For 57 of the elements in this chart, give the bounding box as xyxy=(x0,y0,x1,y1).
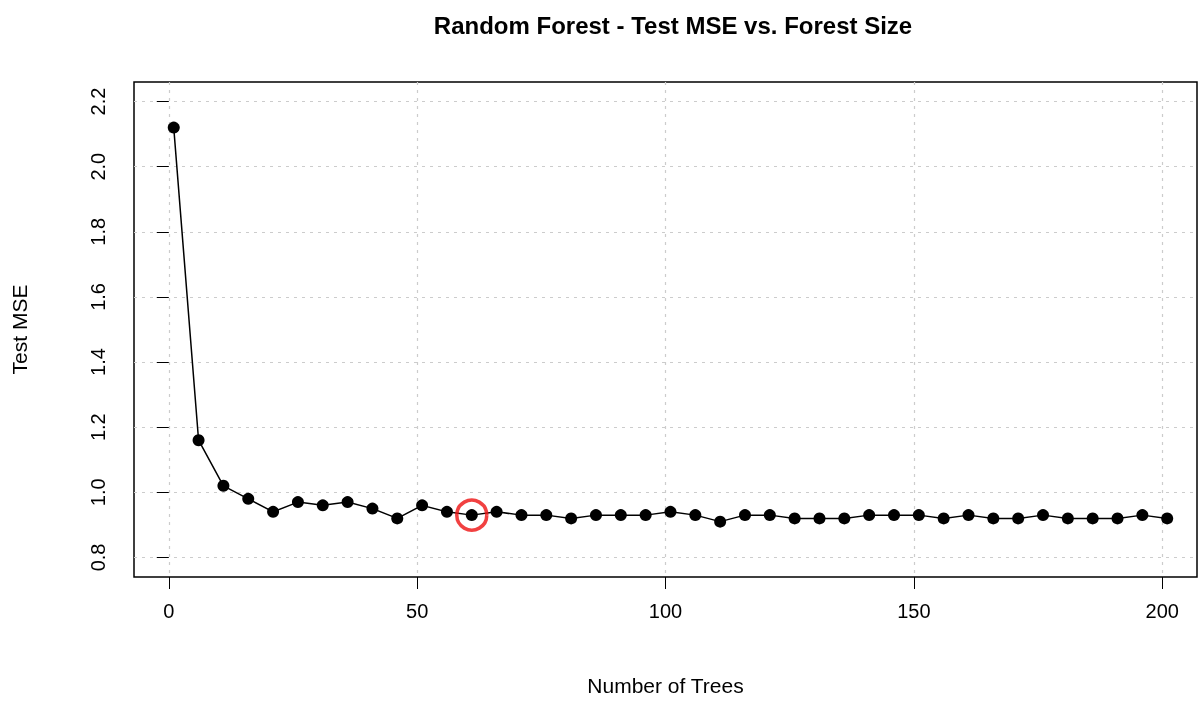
point xyxy=(1037,509,1050,522)
point xyxy=(192,434,205,447)
x-tick-label: 0 xyxy=(163,600,175,622)
y-tick-label: 1.6 xyxy=(87,283,109,311)
point xyxy=(813,512,826,525)
point xyxy=(1061,512,1074,525)
y-axis-title: Test MSE xyxy=(8,284,31,375)
point xyxy=(614,509,627,522)
point xyxy=(565,512,578,525)
x-tick-label: 200 xyxy=(1145,600,1179,622)
point xyxy=(863,509,876,522)
point xyxy=(440,505,453,518)
point xyxy=(689,509,702,522)
point xyxy=(664,505,677,518)
point xyxy=(416,499,429,512)
point xyxy=(937,512,950,525)
y-tick-label: 2.2 xyxy=(87,87,109,116)
point xyxy=(217,479,230,492)
point xyxy=(242,492,255,505)
point xyxy=(341,496,354,509)
point xyxy=(167,121,180,134)
point xyxy=(291,496,304,509)
x-tick-label: 50 xyxy=(406,600,429,622)
point xyxy=(490,505,503,518)
x-axis-title: Number of Trees xyxy=(587,674,744,697)
y-tick-label: 1.8 xyxy=(87,217,109,246)
point xyxy=(1161,512,1174,525)
point xyxy=(455,498,489,532)
y-tick-label: 2.0 xyxy=(87,152,109,181)
point xyxy=(515,509,528,522)
point xyxy=(888,509,900,522)
point xyxy=(391,512,404,525)
point xyxy=(912,509,925,522)
y-tick-label: 1.2 xyxy=(87,413,109,442)
point xyxy=(1012,512,1025,525)
point xyxy=(738,509,751,522)
point xyxy=(267,505,280,518)
point xyxy=(962,509,975,522)
y-tick-label: 1.0 xyxy=(87,478,109,507)
point xyxy=(1086,512,1099,525)
point xyxy=(788,512,801,525)
point xyxy=(316,499,329,512)
chart-title: Random Forest - Test MSE vs. Forest Size xyxy=(433,11,913,39)
point xyxy=(589,509,602,522)
point xyxy=(763,509,776,522)
y-tick-label: 0.8 xyxy=(87,543,109,572)
point xyxy=(1111,512,1124,525)
point xyxy=(639,509,652,522)
point xyxy=(987,512,1000,525)
point xyxy=(714,515,727,528)
point xyxy=(1136,509,1149,522)
point xyxy=(540,509,553,522)
x-tick-label: 150 xyxy=(897,600,931,622)
point xyxy=(366,502,379,515)
point xyxy=(838,512,851,525)
y-tick-label: 1.4 xyxy=(87,348,109,376)
x-tick-label: 100 xyxy=(648,600,683,622)
